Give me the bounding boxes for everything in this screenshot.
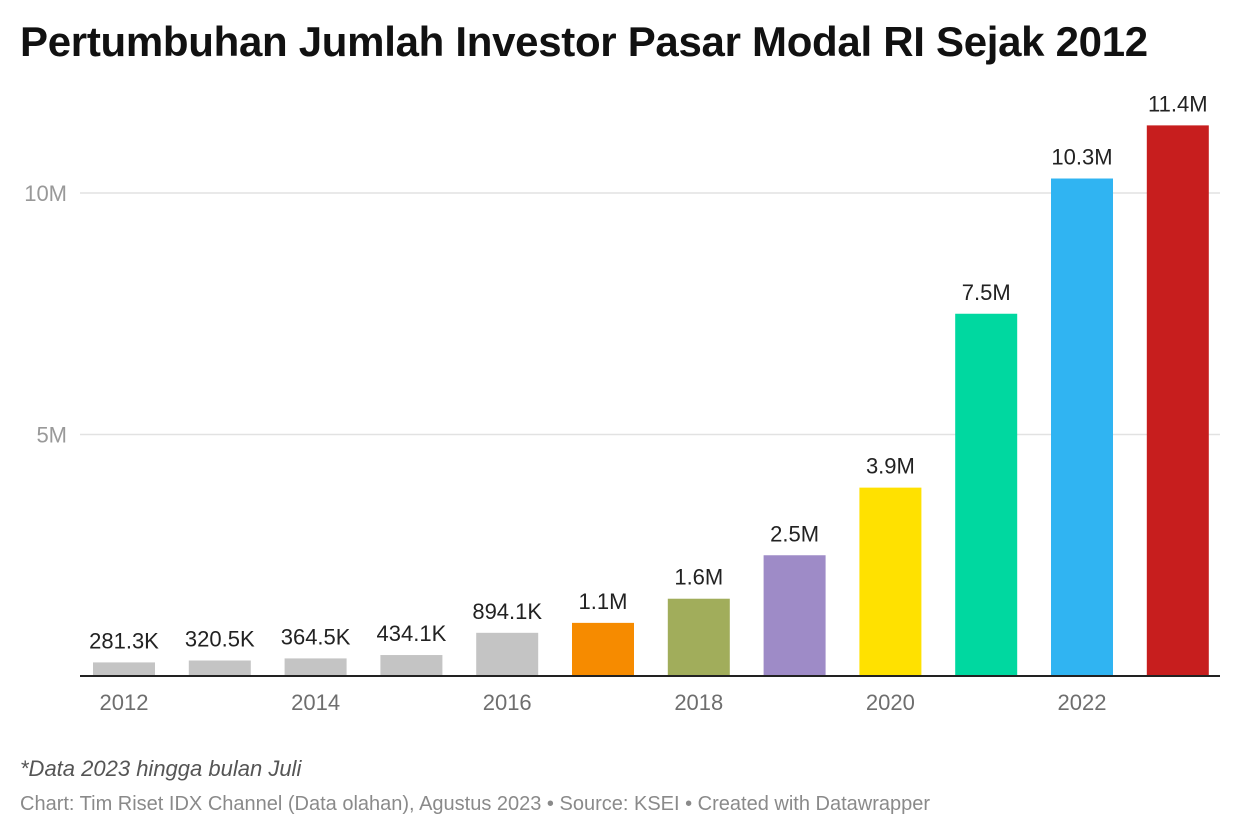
bar-2012 <box>93 662 155 676</box>
value-label-2015: 434.1K <box>377 621 447 646</box>
x-tick-label: 2014 <box>291 690 340 715</box>
x-tick-label: 2016 <box>483 690 532 715</box>
value-label-2020: 3.9M <box>866 454 915 479</box>
bar-2020 <box>859 487 922 676</box>
y-tick-label: 10M <box>24 181 67 206</box>
value-labels: 281.3K 320.5K 364.5K 434.1K 894.1K 1.1M 1.6M 2.… <box>89 91 1207 653</box>
gridlines: 5M 10M <box>24 181 1220 448</box>
x-tick-label: 2022 <box>1058 690 1107 715</box>
value-label-2014: 364.5K <box>281 624 351 649</box>
x-tick-label: 2012 <box>100 690 149 715</box>
bars <box>93 125 1209 676</box>
value-label-2021: 7.5M <box>962 280 1011 305</box>
value-label-2016: 894.1K <box>472 599 542 624</box>
bar-2015 <box>380 655 443 676</box>
bar-2016 <box>476 632 539 676</box>
bar-2013 <box>188 660 251 676</box>
bar-2021 <box>955 313 1018 676</box>
value-label-2022: 10.3M <box>1051 145 1112 170</box>
source-footer: Chart: Tim Riset IDX Channel (Data olaha… <box>20 793 930 815</box>
x-tick-label: 2020 <box>866 690 915 715</box>
value-label-2019: 2.5M <box>770 521 819 546</box>
data-note: *Data 2023 hingga bulan Juli <box>20 756 302 781</box>
chart-title: Pertumbuhan Jumlah Investor Pasar Modal … <box>20 18 1148 65</box>
value-label-2018: 1.6M <box>674 565 723 590</box>
bar-2014 <box>284 658 347 676</box>
y-tick-label: 5M <box>36 423 67 448</box>
value-label-2012: 281.3K <box>89 628 159 653</box>
bar-2018 <box>667 598 730 676</box>
bar-2017 <box>572 622 634 676</box>
value-label-2023: 11.4M <box>1148 91 1208 116</box>
bar-2022 <box>1051 178 1113 676</box>
x-tick-label: 2018 <box>674 690 723 715</box>
x-axis: 2012 2014 2016 2018 2020 2022 <box>80 675 1220 715</box>
value-label-2013: 320.5K <box>185 627 255 652</box>
bar-2019 <box>763 555 826 676</box>
bar-2023 <box>1146 125 1209 676</box>
bar-chart: 5M 10M 281.3K 320.5K 364.5K 434.1K 894.1K 1.1M… <box>24 91 1220 715</box>
value-label-2017: 1.1M <box>579 589 628 614</box>
